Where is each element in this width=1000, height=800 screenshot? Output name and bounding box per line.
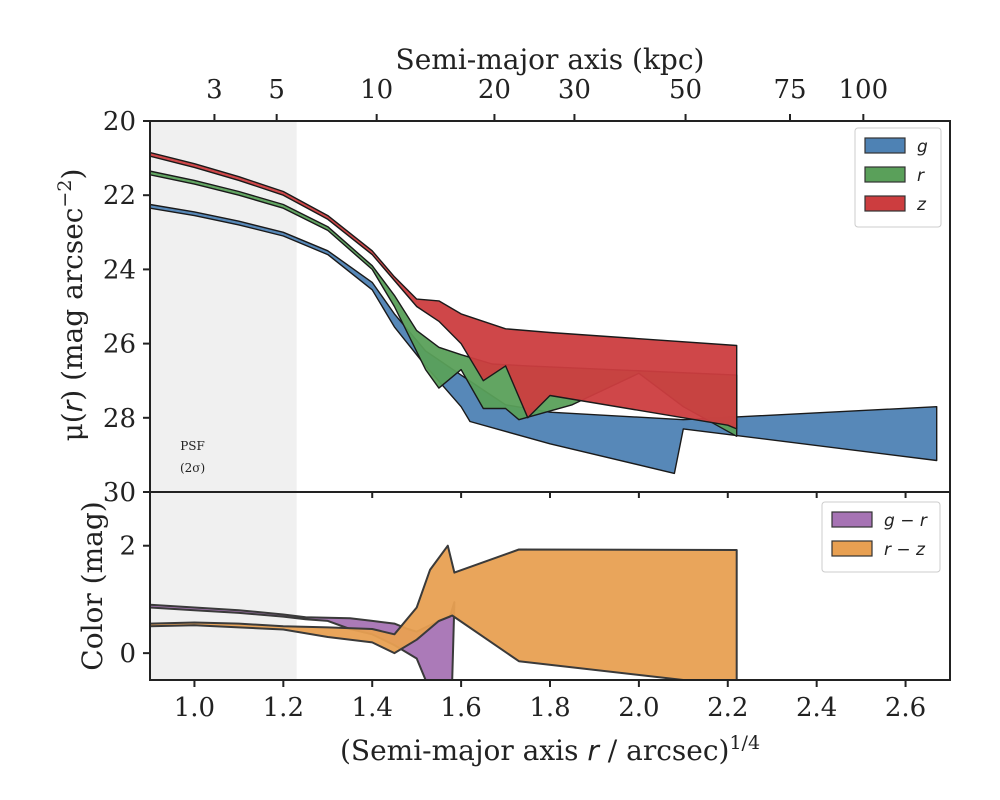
x-tick-label: 2.0 <box>618 693 659 723</box>
y-tick-label: 30 <box>103 478 136 508</box>
color-y-tick-label: 0 <box>119 639 136 669</box>
legend-swatch <box>864 195 906 212</box>
color-y-ticks: 02 <box>119 532 150 669</box>
legend-swatch <box>864 166 906 183</box>
surface-brightness-panel: PSF (2σ) 20 22 24 26 28 30 3 5 10 20 30 50 75 100 Se… <box>54 43 951 508</box>
color-bands <box>150 544 738 680</box>
y-tick-label: 20 <box>103 107 136 137</box>
legend-label: g <box>917 137 928 157</box>
legend-label: r <box>917 166 925 186</box>
legend-label: r − z <box>884 540 926 560</box>
color-band-r-z <box>150 544 738 680</box>
kpc-tick-label: 20 <box>478 75 511 105</box>
psf-label: PSF <box>180 439 205 453</box>
band-z <box>150 151 738 430</box>
x-tick-label: 1.8 <box>529 693 570 723</box>
x-tick-label: 1.6 <box>440 693 481 723</box>
legend-swatch <box>864 137 906 154</box>
surface-brightness-bands <box>150 151 938 475</box>
psf-shaded-region <box>150 121 297 492</box>
surface-brightness-legend: grz <box>854 127 942 228</box>
x-tick-label: 2.2 <box>707 693 748 723</box>
x-tick-label: 1.0 <box>174 693 215 723</box>
kpc-tick-label: 50 <box>669 75 702 105</box>
y-tick-label: 24 <box>103 255 136 285</box>
y-tick-label: 28 <box>103 404 136 434</box>
color-y-tick-label: 2 <box>119 532 136 562</box>
y-tick-label: 22 <box>103 181 136 211</box>
band-g <box>150 203 938 475</box>
legend-swatch <box>831 540 873 557</box>
x-tick-label: 1.4 <box>352 693 393 723</box>
legend-label: g − r <box>884 511 928 531</box>
color-panel: 02 1.0 1.2 1.4 1.6 1.8 2.0 2.2 2.4 2.6 Color (ma… <box>76 491 951 767</box>
x-tick-label: 2.6 <box>885 693 926 723</box>
x-ticks: 1.0 1.2 1.4 1.6 1.8 2.0 2.2 2.4 2.6 <box>174 680 926 723</box>
top-y-ticks: 20 22 24 26 28 30 <box>103 107 150 508</box>
kpc-tick-label: 75 <box>773 75 806 105</box>
kpc-tick-label: 30 <box>558 75 591 105</box>
x-tick-label: 1.2 <box>263 693 304 723</box>
legend-swatch <box>831 511 873 528</box>
y-tick-label: 26 <box>103 330 136 360</box>
x-tick-label: 2.4 <box>796 693 837 723</box>
color-legend: g − r r − z <box>821 501 941 573</box>
legend-label: z <box>916 195 927 215</box>
kpc-tick-label: 3 <box>206 75 223 105</box>
color-axis-label: Color (mag) <box>76 501 109 670</box>
kpc-tick-label: 10 <box>360 75 393 105</box>
kpc-axis-label: Semi-major axis (kpc) <box>396 43 705 76</box>
kpc-tick-label: 5 <box>268 75 285 105</box>
x-axis-label: (Semi-major axis r / arcsec)1/4 <box>340 732 760 767</box>
psf-sigma-label: (2σ) <box>180 461 205 475</box>
kpc-tick-label: 100 <box>839 75 889 105</box>
surface-brightness-axis-label: μ(r) (mag arcsec−2) <box>54 169 89 442</box>
kpc-axis-ticks: 3 5 10 20 30 50 75 100 <box>206 75 888 121</box>
psf-shaded-region-color <box>150 492 297 680</box>
